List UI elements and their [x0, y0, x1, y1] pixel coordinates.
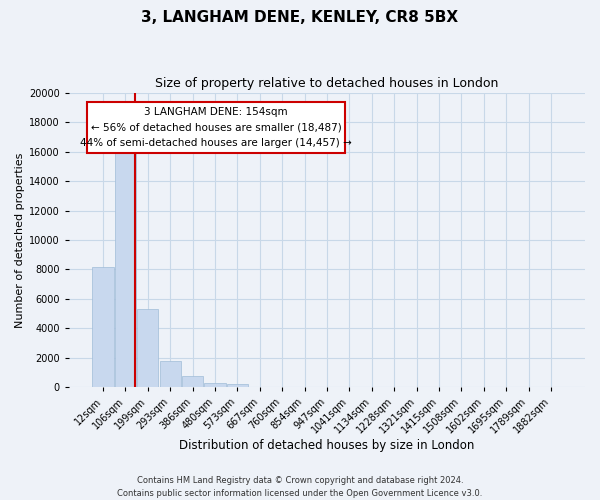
X-axis label: Distribution of detached houses by size in London: Distribution of detached houses by size …	[179, 440, 475, 452]
Y-axis label: Number of detached properties: Number of detached properties	[15, 152, 25, 328]
Bar	[227, 384, 248, 387]
Bar	[92, 266, 113, 387]
Text: 3 LANGHAM DENE: 154sqm
← 56% of detached houses are smaller (18,487)
44% of semi: 3 LANGHAM DENE: 154sqm ← 56% of detached…	[80, 107, 352, 148]
Text: Contains HM Land Registry data © Crown copyright and database right 2024.
Contai: Contains HM Land Registry data © Crown c…	[118, 476, 482, 498]
Bar	[205, 383, 226, 387]
Bar	[182, 376, 203, 387]
FancyBboxPatch shape	[87, 102, 345, 154]
Bar	[115, 143, 136, 387]
Title: Size of property relative to detached houses in London: Size of property relative to detached ho…	[155, 78, 499, 90]
Bar	[160, 360, 181, 387]
Bar	[137, 309, 158, 387]
Text: 3, LANGHAM DENE, KENLEY, CR8 5BX: 3, LANGHAM DENE, KENLEY, CR8 5BX	[142, 10, 458, 25]
